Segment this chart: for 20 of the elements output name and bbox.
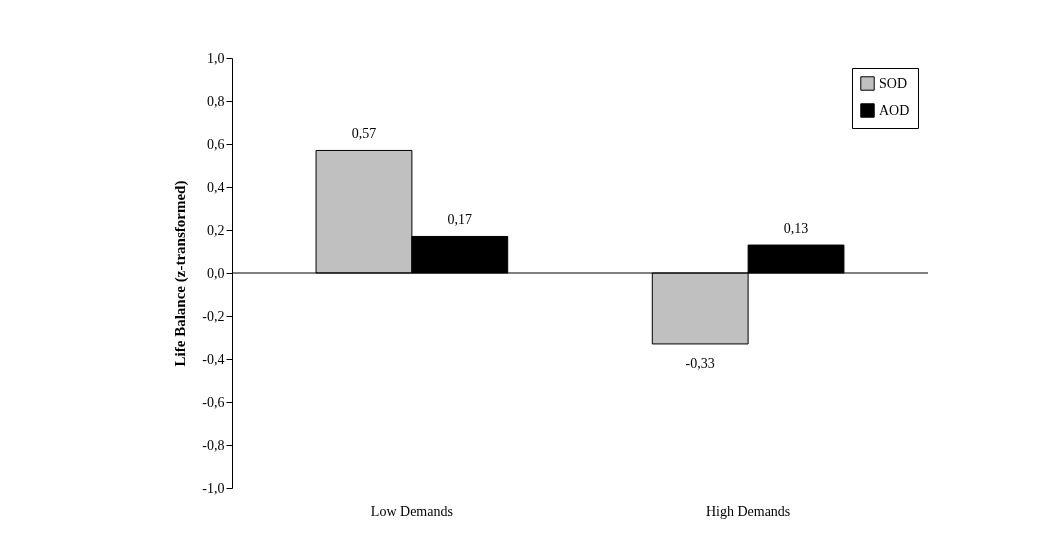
y-tick-label: 1,0 xyxy=(207,50,225,66)
y-tick-label: 0,6 xyxy=(207,136,225,152)
data-label: 0,17 xyxy=(447,212,473,228)
y-tick-label: -0,6 xyxy=(202,394,225,410)
legend-label: AOD xyxy=(879,102,910,118)
legend-label: SOD xyxy=(879,75,908,91)
y-tick-label: 0,8 xyxy=(207,93,225,109)
y-tick-label: -0,2 xyxy=(202,308,225,324)
y-tick-label: 0,0 xyxy=(207,265,225,281)
data-label: -0,33 xyxy=(685,355,715,371)
y-tick-label: -0,4 xyxy=(202,351,225,367)
y-axis-title: Life Balance (z-transformed) xyxy=(172,180,190,367)
y-tick-label: -0,8 xyxy=(202,437,225,453)
y-tick-label: -1,0 xyxy=(202,480,225,496)
data-label: 0,13 xyxy=(783,221,809,237)
x-tick-label: Low Demands xyxy=(370,503,453,519)
y-tick-label: 0,4 xyxy=(207,179,225,195)
y-tick-label: 0,2 xyxy=(207,222,225,238)
x-tick-label: High Demands xyxy=(705,503,791,519)
data-label: 0,57 xyxy=(351,126,377,142)
